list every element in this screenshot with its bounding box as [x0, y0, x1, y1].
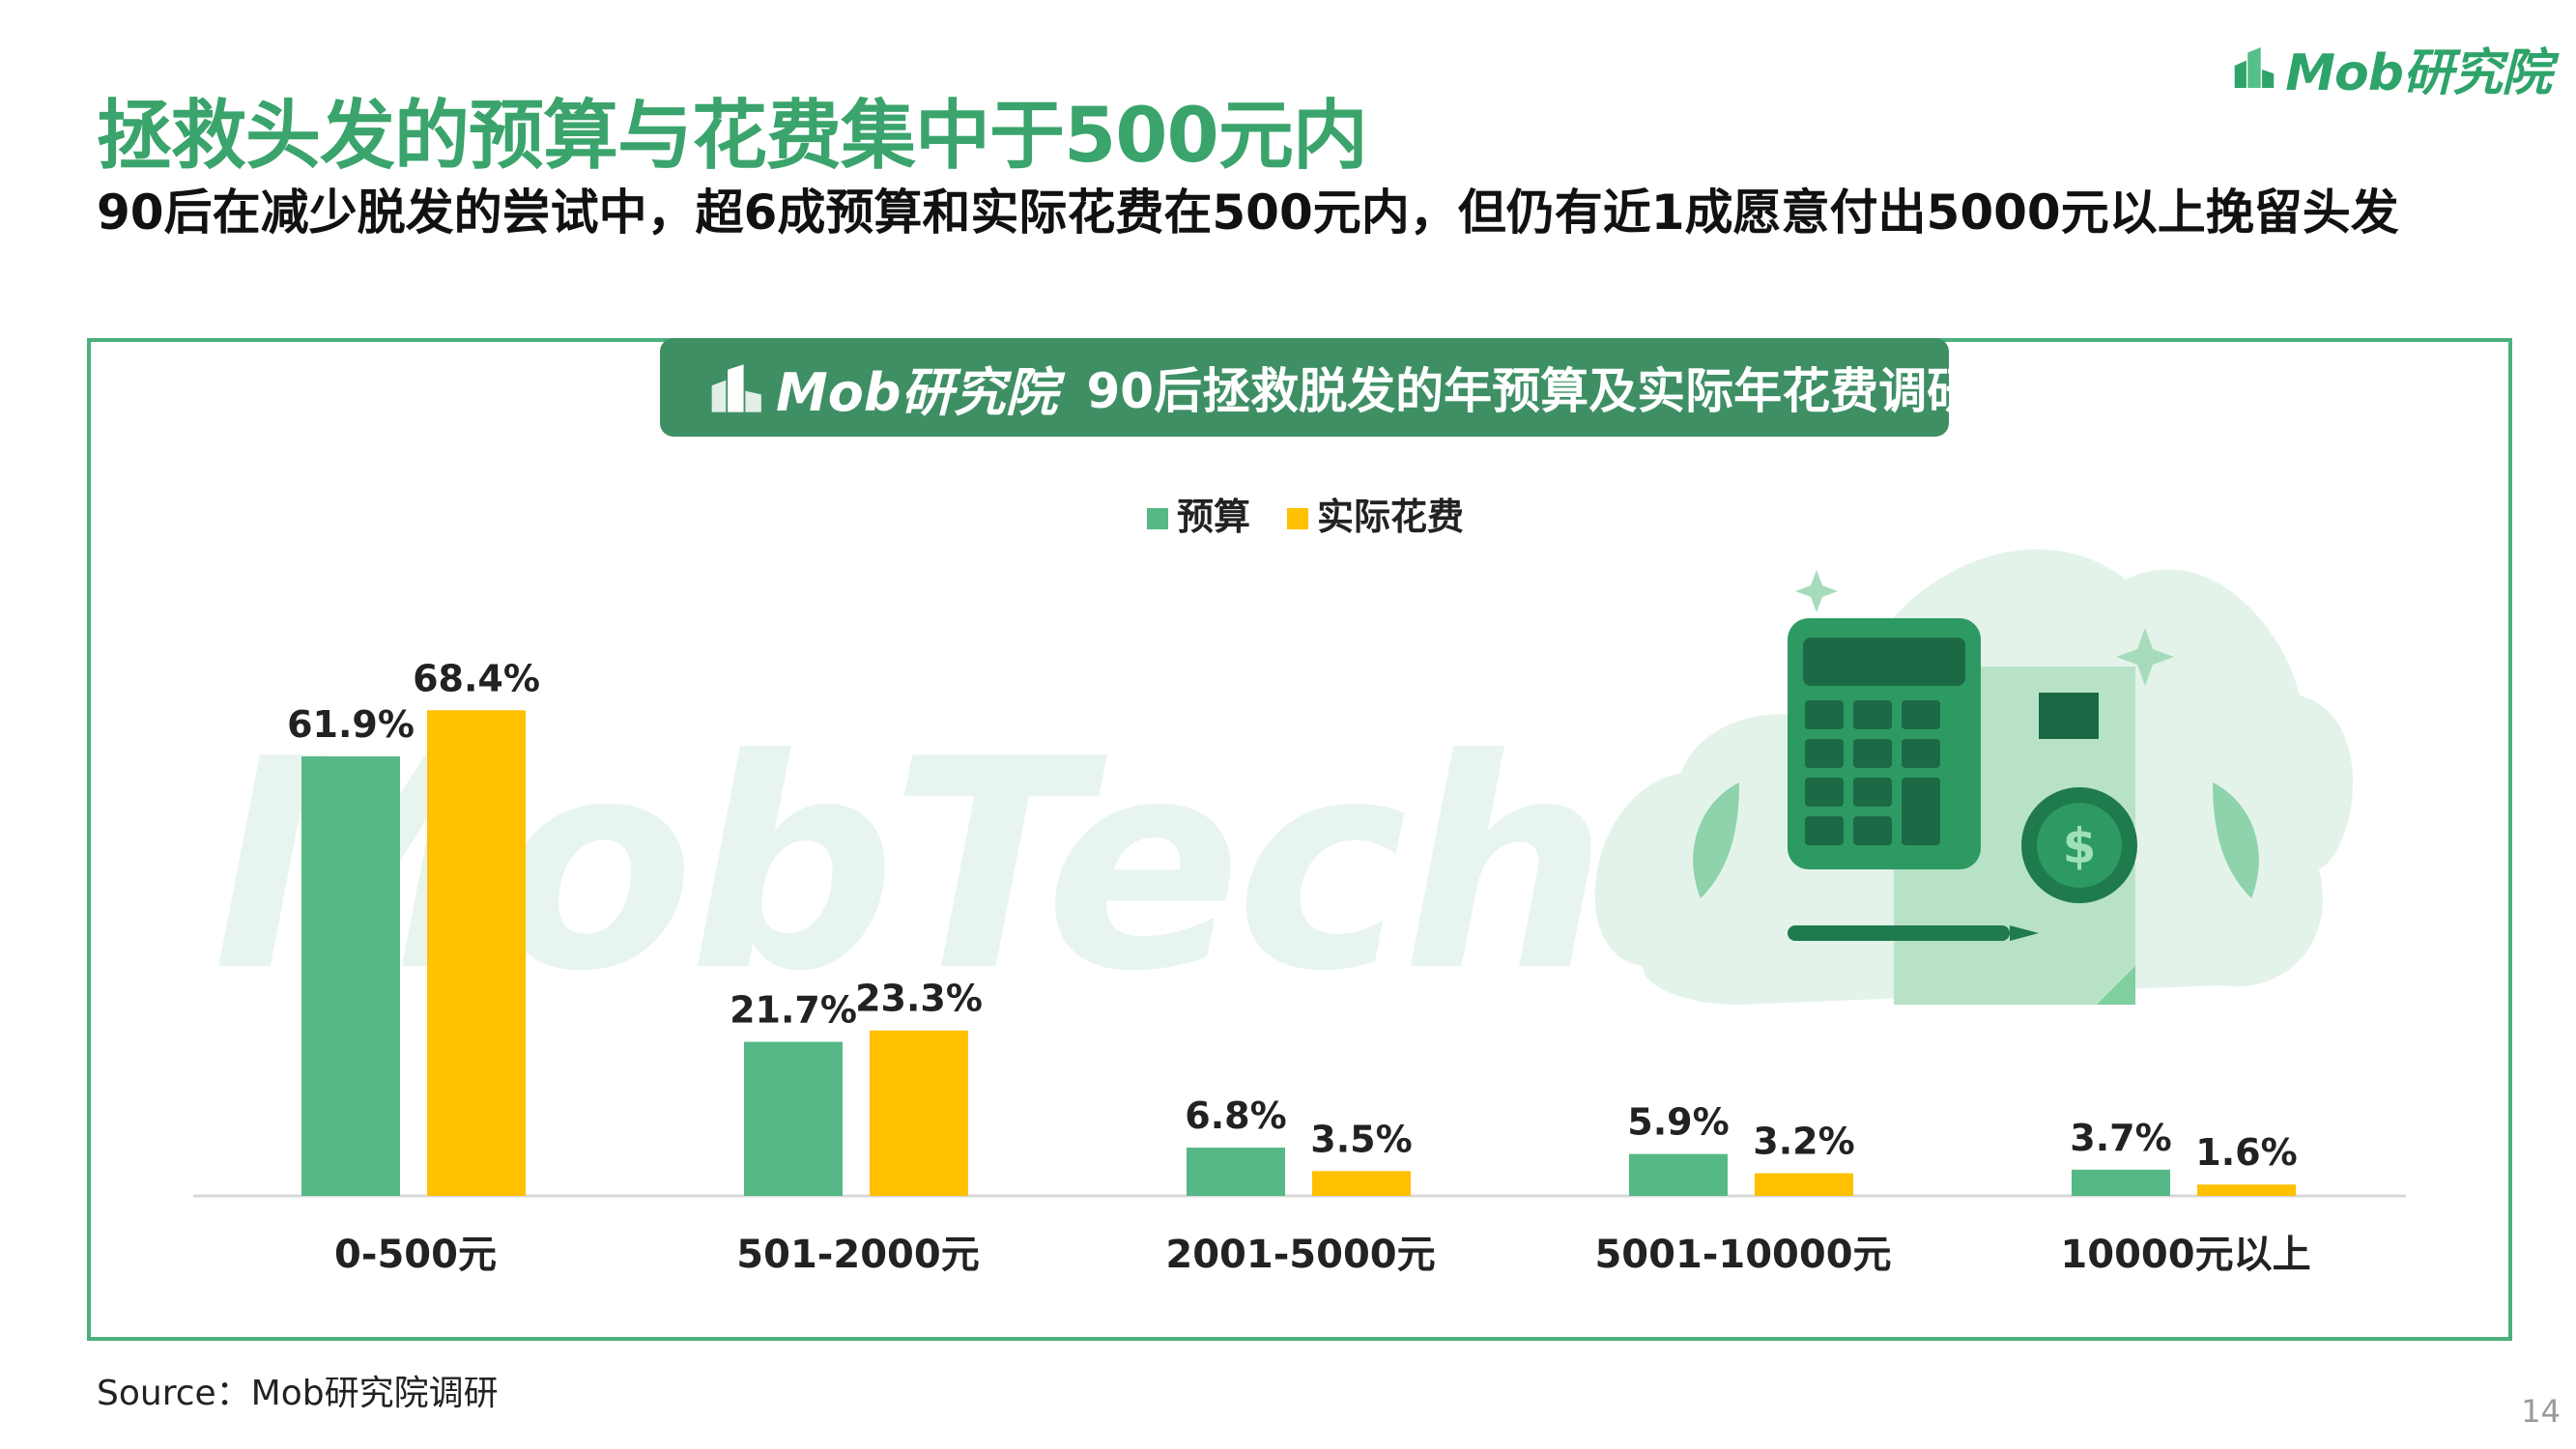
data-label-spend-1: 23.3%	[855, 978, 983, 1020]
legend-swatch-budget	[1147, 508, 1168, 529]
page-number: 14	[2521, 1393, 2561, 1430]
bar-spend-3	[1755, 1173, 1853, 1196]
data-label-budget-4: 3.7%	[2070, 1117, 2171, 1159]
data-label-budget-1: 21.7%	[730, 989, 857, 1032]
data-label-spend-4: 1.6%	[2195, 1131, 2297, 1174]
bar-budget-0	[301, 756, 400, 1196]
brand-logo-text: Mob研究院	[2285, 43, 2552, 102]
bar-spend-0	[427, 710, 526, 1196]
calculator-screen-shape	[1803, 638, 1965, 686]
data-label-spend-0: 68.4%	[413, 657, 540, 699]
pencil-tip-shape	[2010, 925, 2039, 941]
bar-spend-2	[1312, 1171, 1411, 1196]
document-fold-shape	[2097, 966, 2135, 1005]
x-tick-label-1: 501-2000元	[736, 1233, 979, 1277]
x-tick-label-4: 10000元以上	[2060, 1233, 2310, 1277]
leaf-left-icon	[1693, 782, 1739, 898]
x-tick-label-2: 2001-5000元	[1165, 1233, 1435, 1277]
legend: 预算 实际花费	[1147, 496, 1464, 538]
dollar-icon: $	[2063, 818, 2097, 874]
data-label-budget-0: 61.9%	[287, 703, 415, 746]
bar-budget-1	[744, 1041, 843, 1196]
brand-logo: Mob研究院	[2232, 29, 2552, 106]
building-logo-icon	[2234, 47, 2275, 88]
chart-brand-logo-text: Mob研究院	[776, 361, 1058, 423]
x-tick-label-0: 0-500元	[334, 1233, 497, 1277]
bar-budget-4	[2072, 1169, 2170, 1196]
data-label-spend-3: 3.2%	[1753, 1120, 1854, 1162]
legend-label-spend: 实际花费	[1317, 496, 1464, 538]
illustration: $	[1594, 541, 2353, 1005]
document-block-shape	[2039, 693, 2099, 739]
x-tick-label-3: 5001-10000元	[1594, 1233, 1891, 1277]
bar-spend-1	[870, 1030, 968, 1196]
page-subtitle: 90后在减少脱发的尝试中，超6成预算和实际花费在500元内，但仍有近1成愿意付出…	[97, 185, 2399, 241]
bars-group: 61.9%68.4% 0-500元 21.7%23.3% 501-2000元 6.8% 3…	[287, 657, 2311, 1277]
bar-spend-4	[2197, 1184, 2296, 1196]
coin-ring-shape	[2037, 803, 2122, 888]
calculator-keys	[1805, 700, 1940, 845]
building-logo-icon	[711, 364, 761, 412]
pencil-icon	[1788, 925, 2010, 941]
sparkle-icon	[1865, 541, 1923, 599]
data-label-budget-2: 6.8%	[1185, 1094, 1286, 1137]
chart-title: 90后拯救脱发的年预算及实际年花费调研	[1086, 363, 1976, 419]
data-label-budget-3: 5.9%	[1627, 1101, 1729, 1144]
leaf-right-icon	[2213, 782, 2259, 898]
legend-label-budget: 预算	[1177, 496, 1250, 538]
chart-title-bar: Mob研究院 90后拯救脱发的年预算及实际年花费调研	[660, 338, 1975, 437]
bar-budget-3	[1629, 1153, 1728, 1196]
sparkle-icon	[2116, 628, 2174, 686]
legend-swatch-spend	[1287, 508, 1308, 529]
sparkle-icon	[1795, 570, 1838, 612]
data-label-spend-2: 3.5%	[1310, 1118, 1412, 1160]
page-title: 拯救头发的预算与花费集中于500元内	[97, 93, 1368, 180]
bar-budget-2	[1187, 1148, 1285, 1196]
chart-brand-logo: Mob研究院	[708, 350, 1058, 426]
source-note: Source：Mob研究院调研	[97, 1374, 499, 1413]
